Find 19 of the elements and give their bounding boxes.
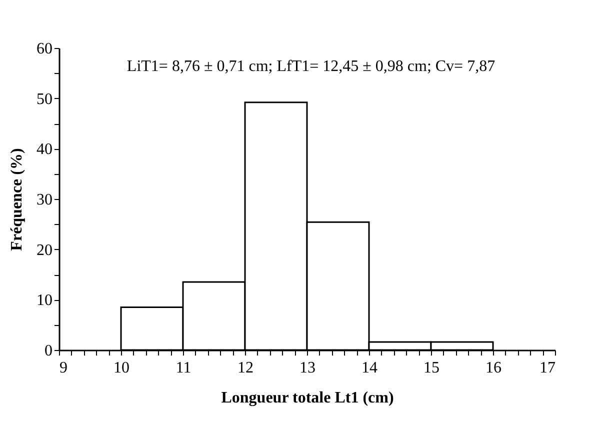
y-tick-label: 20 xyxy=(36,242,52,259)
y-tick-label: 10 xyxy=(36,292,52,310)
x-tick-label: 16 xyxy=(486,360,502,376)
x-tick-label: 10 xyxy=(114,360,130,376)
y-tick-label: 40 xyxy=(36,141,52,158)
y-tick-label: 60 xyxy=(36,40,52,58)
x-tick-label: 15 xyxy=(424,360,440,376)
x-tick-label: 17 xyxy=(540,360,556,376)
x-tick-label: 11 xyxy=(176,360,192,376)
x-tick-label: 9 xyxy=(60,360,68,376)
x-tick-label: 14 xyxy=(362,360,378,376)
annotation: LiT1= 8,76 ± 0,71 cm; LfT1= 12,45 ± 0,98 cm; Cv= 7,87 xyxy=(126,58,496,75)
x-axis-title: Longueur totale Lt1 (cm) xyxy=(221,390,394,406)
y-axis-title: Fréquence (%) xyxy=(8,148,26,251)
x-tick-label: 12 xyxy=(238,360,254,376)
y-tick-label: 30 xyxy=(36,192,52,208)
y-tick-label: 50 xyxy=(36,90,52,108)
y-tick-label: 0 xyxy=(44,342,52,360)
x-tick-label: 13 xyxy=(300,360,316,376)
